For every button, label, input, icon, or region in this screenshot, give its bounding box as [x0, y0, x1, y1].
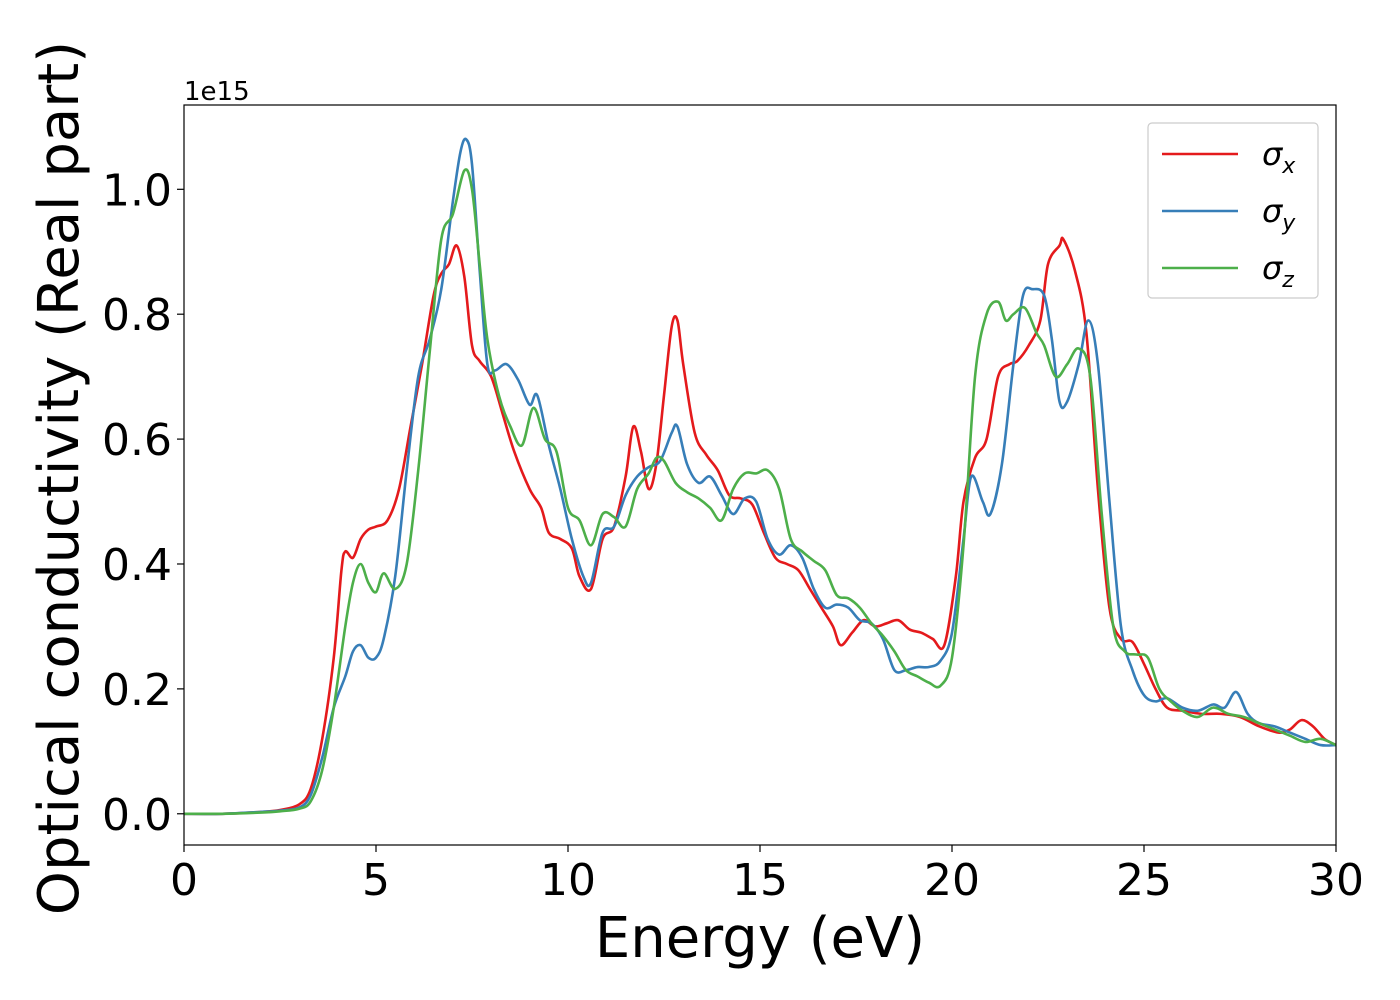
series-line-sigma-y [184, 137, 1336, 816]
x-axis-label: Energy (eV) [595, 906, 925, 971]
plot-area [184, 105, 1336, 845]
y-tick-label: 0.0 [102, 790, 172, 841]
x-tick-label: 25 [1116, 855, 1172, 906]
y-axis-label: Optical conductivity (Real part) [27, 41, 92, 915]
y-tick-label: 0.6 [102, 415, 172, 466]
y-tick-label: 0.4 [102, 540, 172, 591]
y-tick-label: 1.0 [102, 165, 172, 216]
x-tick-label: 10 [540, 855, 596, 906]
series-line-sigma-z [184, 168, 1336, 816]
y-offset-label: 1e15 [184, 77, 250, 107]
series-lines [184, 137, 1336, 816]
y-tick-label: 0.8 [102, 290, 172, 341]
x-tick-label: 15 [732, 855, 788, 906]
x-axis-ticks: 0 5 10 15 20 25 30 [170, 845, 1364, 906]
x-tick-label: 30 [1308, 855, 1364, 906]
y-tick-label: 0.2 [102, 665, 172, 716]
x-tick-label: 20 [924, 855, 980, 906]
y-axis-ticks: 0.0 0.2 0.4 0.6 0.8 1.0 [102, 165, 184, 841]
x-tick-label: 5 [362, 855, 390, 906]
x-tick-label: 0 [170, 855, 198, 906]
